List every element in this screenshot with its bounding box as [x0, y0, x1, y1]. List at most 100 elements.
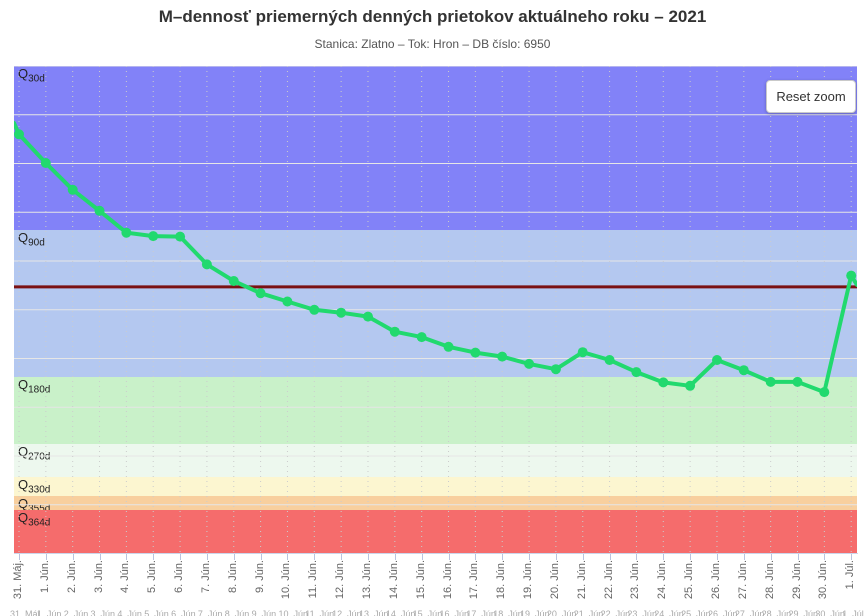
x-axis-tick	[153, 554, 155, 560]
x-axis-label: 21. Jún.	[575, 560, 588, 600]
plot-band-label-q90d: Q90d	[18, 229, 45, 249]
data-point[interactable]	[443, 341, 454, 352]
x-axis-label: 11. Jún.	[307, 560, 320, 599]
data-point[interactable]	[40, 158, 51, 168]
x-axis-tick	[126, 554, 128, 560]
x-axis-tick	[394, 554, 396, 560]
x-axis-label: 27. Jún.	[736, 560, 749, 600]
clipped-text-fragment: 1. Júl.	[842, 609, 865, 616]
x-axis-label: 6. Jún.	[173, 560, 186, 594]
data-point[interactable]	[524, 358, 535, 369]
clipped-text-fragment: 11. Jún.	[305, 609, 337, 616]
plot-area[interactable]: Q30d Q90d Q180d Q270d Q330d Q355d Q364d	[14, 66, 857, 554]
clipped-text-fragment: 5. Jún.	[144, 609, 172, 616]
x-axis-tick	[797, 554, 799, 560]
plot-band-q180d: Q180d	[14, 377, 857, 444]
data-point[interactable]	[497, 351, 508, 362]
data-point[interactable]	[336, 307, 347, 318]
clipped-text-fragment: 26. Jún.	[707, 609, 740, 616]
plot-band-label-q180d: Q180d	[18, 377, 51, 396]
data-point[interactable]	[228, 276, 239, 286]
plot-band-label-q30d: Q30d	[18, 66, 45, 85]
data-point[interactable]	[94, 205, 105, 216]
x-axis-tick	[636, 554, 638, 560]
plot-band-label-q355d: Q355d	[18, 495, 51, 515]
x-axis-tick	[529, 554, 531, 560]
x-axis-label: 3. Jún.	[92, 560, 105, 594]
clipped-text-fragment: 7. Jún.	[197, 609, 225, 616]
data-point[interactable]	[416, 332, 427, 343]
data-point[interactable]	[121, 227, 132, 238]
x-axis-tick	[233, 554, 235, 560]
x-axis-label: 20. Jún.	[548, 560, 561, 600]
data-point[interactable]	[14, 129, 24, 140]
clipped-text-fragment: 3. Jún.	[90, 609, 118, 616]
data-point[interactable]	[792, 376, 803, 387]
x-axis-label: 17. Jún.	[468, 560, 481, 600]
data-point[interactable]	[846, 270, 857, 281]
x-axis-tick	[314, 554, 316, 560]
plot-band-q330d: Q330d	[14, 476, 857, 496]
data-point[interactable]	[148, 231, 159, 242]
plot-band-q355d: Q355d	[14, 495, 857, 515]
x-axis-tick	[475, 554, 477, 560]
data-point[interactable]	[175, 231, 186, 242]
x-axis-label: 7. Jún.	[199, 560, 212, 594]
x-axis-tick	[45, 554, 47, 560]
x-axis-label: 4. Jún.	[119, 560, 132, 594]
x-axis-label: 10. Jún.	[280, 560, 293, 600]
plot-band-label-q330d: Q330d	[18, 476, 51, 496]
x-axis-tick	[72, 554, 74, 560]
plot-band-q30d: Q30d	[14, 66, 857, 230]
x-axis-label: 24. Jún.	[656, 560, 669, 600]
reset-zoom-button[interactable]: Reset zoom	[766, 80, 856, 113]
x-axis-label: 15. Jún.	[414, 560, 427, 600]
clipped-text-fragment: 13. Jún.	[358, 609, 392, 616]
plot-band-label-q364d: Q364d	[18, 510, 51, 529]
data-point[interactable]	[470, 347, 481, 358]
x-axis-tick	[770, 554, 772, 560]
x-axis-label: 28. Jún.	[763, 560, 776, 600]
data-point[interactable]	[255, 288, 266, 299]
data-point[interactable]	[819, 387, 830, 398]
data-point[interactable]	[738, 365, 749, 376]
x-axis-label: 26. Jún.	[709, 560, 722, 600]
data-point[interactable]	[577, 347, 588, 358]
x-axis-label: 23. Jún.	[629, 560, 642, 600]
data-point[interactable]	[550, 364, 561, 375]
x-axis-tick	[663, 554, 665, 560]
clipped-text-fragment: 30. Jún.	[815, 609, 848, 616]
x-axis-tick	[502, 554, 504, 560]
x-axis-label: 9. Jún.	[253, 560, 266, 594]
clipped-text-fragment: 19. Jún.	[520, 609, 553, 616]
data-point[interactable]	[658, 377, 669, 388]
data-point[interactable]	[631, 367, 642, 378]
clipped-text-fragment: 27. Jún.	[734, 609, 767, 616]
x-axis-tick	[206, 554, 208, 560]
x-axis-tick	[421, 554, 423, 560]
x-axis-tick	[341, 554, 343, 560]
x-axis-tick	[582, 554, 584, 560]
data-point[interactable]	[389, 326, 400, 337]
clipped-text-fragment: 16. Jún.	[439, 609, 472, 616]
data-point[interactable]	[604, 355, 615, 365]
data-point[interactable]	[201, 259, 212, 270]
clipped-text-fragment: 2. Jún.	[63, 609, 91, 616]
clipped-text-fragment: 4. Jún.	[117, 609, 145, 616]
x-axis-tick	[609, 554, 611, 560]
x-axis-label: 29. Jún.	[790, 560, 803, 600]
data-point[interactable]	[712, 355, 722, 365]
data-point[interactable]	[67, 184, 78, 195]
x-axis-tick	[448, 554, 450, 560]
data-point[interactable]	[685, 380, 696, 391]
clipped-text-fragment: 9. Jún.	[251, 609, 279, 616]
x-axis-tick	[851, 554, 853, 560]
data-point[interactable]	[765, 376, 776, 387]
clipped-text-fragment: 8. Jún.	[224, 609, 252, 616]
x-axis-label: 30. Jún.	[817, 560, 830, 600]
x-axis-label: 13. Jún.	[360, 560, 373, 600]
data-point[interactable]	[363, 311, 373, 322]
data-point[interactable]	[282, 296, 293, 307]
data-point[interactable]	[309, 304, 320, 315]
x-axis-label: 25. Jún.	[683, 560, 696, 600]
